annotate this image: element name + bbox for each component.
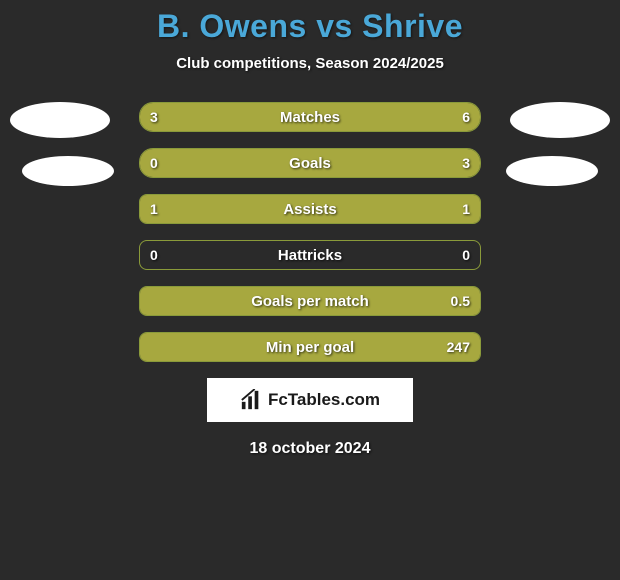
stat-value-right: 1	[462, 195, 470, 223]
page-subtitle: Club competitions, Season 2024/2025	[0, 55, 620, 72]
stat-bar: Goals per match0.5	[139, 286, 481, 316]
stat-value-left: 0	[150, 149, 158, 177]
stat-bar: Min per goal247	[139, 332, 481, 362]
stat-bar: Hattricks0 0	[139, 240, 481, 270]
stat-value-right: 0.5	[451, 287, 470, 315]
brand-text: FcTables.com	[268, 390, 380, 410]
brand-badge[interactable]: FcTables.com	[207, 378, 413, 422]
stat-bar: Matches3 6	[139, 102, 481, 132]
stat-value-right: 3	[462, 149, 470, 177]
stat-bar: Assists1 1	[139, 194, 481, 224]
stat-value-right: 6	[462, 103, 470, 131]
page-title: B. Owens vs Shrive	[0, 8, 620, 45]
stat-bar-label: Goals per match	[140, 287, 480, 315]
stat-bar-label: Goals	[140, 149, 480, 177]
stat-bar-label: Hattricks	[140, 241, 480, 269]
stat-value-left: 0	[150, 241, 158, 269]
comparison-widget: B. Owens vs Shrive Club competitions, Se…	[0, 0, 620, 458]
stat-value-right: 0	[462, 241, 470, 269]
stat-bar: Goals0 3	[139, 148, 481, 178]
stat-value-right: 247	[447, 333, 470, 361]
player-left-badge-1	[10, 102, 110, 138]
player-right-badge-2	[506, 156, 598, 186]
player-left-badge-2	[22, 156, 114, 186]
stat-value-left: 3	[150, 103, 158, 131]
player-right-badge-1	[510, 102, 610, 138]
brand-chart-icon	[240, 389, 262, 411]
stat-value-left: 1	[150, 195, 158, 223]
date-line: 18 october 2024	[0, 440, 620, 458]
stat-bars: Matches36Goals03Assists11Hattricks00Goal…	[0, 102, 620, 362]
stat-bar-label: Min per goal	[140, 333, 480, 361]
stat-bar-label: Assists	[140, 195, 480, 223]
stats-area: Matches36Goals03Assists11Hattricks00Goal…	[0, 102, 620, 362]
stat-bar-label: Matches	[140, 103, 480, 131]
